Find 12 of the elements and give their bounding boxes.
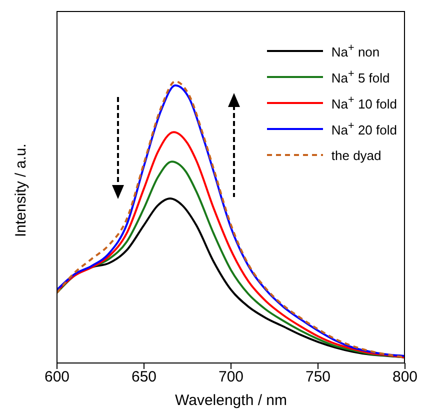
legend-label: Na$^{+}$ 5 fold	[331, 68, 390, 86]
x-tick-label: 700	[218, 368, 244, 386]
x-tick-label: 650	[131, 368, 157, 386]
x-tick-label: 600	[44, 368, 70, 386]
legend-label: the dyad	[331, 148, 382, 162]
legend-label: Na$^{+}$ 20 fold	[331, 120, 397, 138]
legend-label: Na$^{+}$ non	[331, 42, 380, 60]
x-tick-label: 800	[392, 368, 418, 386]
x-tick-label: 750	[305, 368, 331, 386]
legend-label: Na$^{+}$ 10 fold	[331, 94, 397, 112]
x-axis-title: Wavelength / nm	[175, 392, 287, 409]
y-axis-title: Intensity / a.u.	[12, 144, 30, 237]
